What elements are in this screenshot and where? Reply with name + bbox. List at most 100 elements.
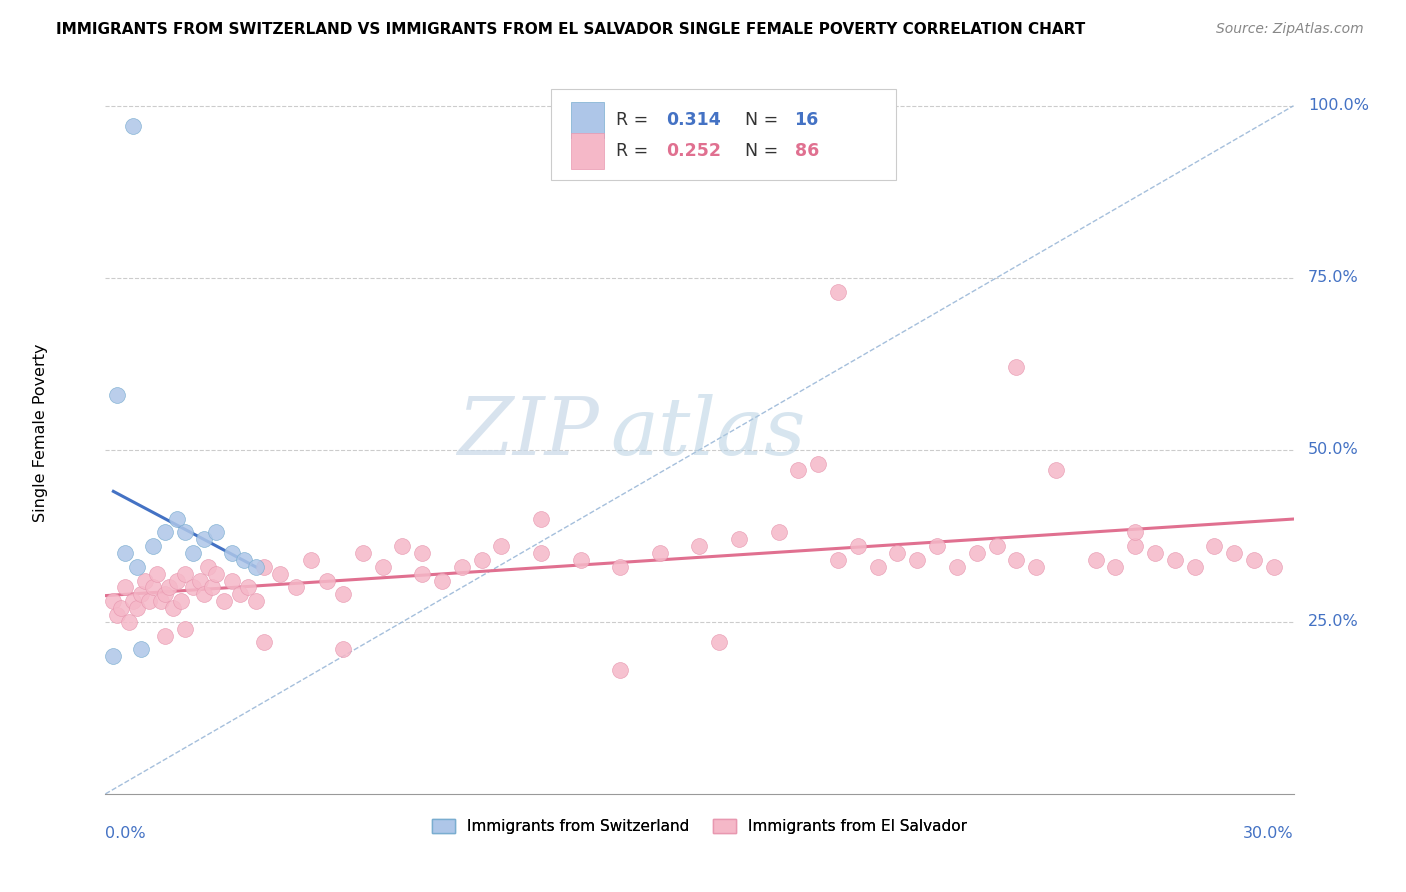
Point	[827, 553, 849, 567]
Point	[411, 546, 433, 560]
Legend: Immigrants from Switzerland, Immigrants from El Salvador: Immigrants from Switzerland, Immigrants …	[426, 813, 973, 840]
Point	[245, 559, 267, 574]
Point	[142, 539, 165, 553]
Point	[352, 546, 374, 560]
Point	[1223, 546, 1246, 560]
Point	[122, 594, 145, 608]
Point	[284, 581, 307, 595]
Point	[1123, 525, 1146, 540]
Point	[1204, 539, 1226, 553]
Point	[142, 581, 165, 595]
Text: 75.0%: 75.0%	[1308, 270, 1358, 285]
Point	[110, 601, 132, 615]
Point	[1243, 553, 1265, 567]
Point	[127, 601, 149, 615]
Text: N =: N =	[745, 111, 783, 128]
Point	[269, 566, 291, 581]
Point	[229, 587, 252, 601]
Point	[1005, 553, 1028, 567]
Point	[193, 587, 215, 601]
Text: 50.0%: 50.0%	[1308, 442, 1358, 458]
Text: 30.0%: 30.0%	[1243, 826, 1294, 841]
Text: 16: 16	[794, 111, 818, 128]
Point	[609, 559, 631, 574]
Point	[1005, 360, 1028, 375]
Point	[122, 120, 145, 134]
Point	[450, 559, 472, 574]
Point	[197, 559, 219, 574]
Point	[157, 581, 180, 595]
Text: R =: R =	[616, 111, 654, 128]
Point	[430, 574, 453, 588]
Point	[986, 539, 1008, 553]
Point	[371, 559, 394, 574]
Point	[332, 642, 354, 657]
Point	[129, 587, 152, 601]
Point	[138, 594, 160, 608]
Point	[114, 581, 136, 595]
Point	[181, 546, 204, 560]
Point	[201, 581, 224, 595]
Point	[1104, 559, 1126, 574]
Point	[114, 546, 136, 560]
Text: 0.252: 0.252	[666, 142, 721, 160]
Text: Source: ZipAtlas.com: Source: ZipAtlas.com	[1216, 22, 1364, 37]
Point	[118, 615, 141, 629]
Point	[316, 574, 339, 588]
Point	[946, 559, 969, 574]
Point	[1045, 463, 1067, 477]
Point	[214, 594, 236, 608]
Point	[332, 587, 354, 601]
Point	[846, 539, 869, 553]
Point	[181, 581, 204, 595]
Text: IMMIGRANTS FROM SWITZERLAND VS IMMIGRANTS FROM EL SALVADOR SINGLE FEMALE POVERTY: IMMIGRANTS FROM SWITZERLAND VS IMMIGRANT…	[56, 22, 1085, 37]
Point	[173, 525, 195, 540]
Point	[827, 285, 849, 299]
Point	[221, 574, 243, 588]
Point	[103, 649, 125, 664]
Point	[105, 388, 128, 402]
Text: 0.0%: 0.0%	[105, 826, 146, 841]
Text: 86: 86	[794, 142, 818, 160]
Text: ZIP: ZIP	[457, 394, 599, 471]
Point	[1143, 546, 1166, 560]
Text: 0.314: 0.314	[666, 111, 721, 128]
Point	[173, 622, 195, 636]
Point	[391, 539, 413, 553]
Point	[728, 533, 751, 547]
Point	[768, 525, 790, 540]
Point	[1164, 553, 1187, 567]
Point	[127, 559, 149, 574]
Point	[162, 601, 184, 615]
Point	[925, 539, 948, 553]
Point	[1084, 553, 1107, 567]
Point	[1184, 559, 1206, 574]
Point	[471, 553, 494, 567]
Point	[193, 533, 215, 547]
Point	[233, 553, 256, 567]
Point	[190, 574, 212, 588]
Point	[166, 511, 188, 525]
Point	[236, 581, 259, 595]
Point	[411, 566, 433, 581]
Point	[530, 546, 553, 560]
Point	[170, 594, 193, 608]
Point	[1025, 559, 1047, 574]
Point	[205, 566, 228, 581]
Point	[787, 463, 810, 477]
Text: N =: N =	[745, 142, 783, 160]
Text: R =: R =	[616, 142, 654, 160]
Point	[166, 574, 188, 588]
Point	[103, 594, 125, 608]
Point	[1263, 559, 1285, 574]
Point	[807, 457, 830, 471]
Point	[146, 566, 169, 581]
Point	[491, 539, 513, 553]
Text: 25.0%: 25.0%	[1308, 615, 1358, 630]
Point	[966, 546, 988, 560]
Point	[530, 511, 553, 525]
Point	[253, 559, 276, 574]
Text: atlas: atlas	[610, 394, 806, 471]
Point	[905, 553, 928, 567]
Point	[153, 525, 176, 540]
